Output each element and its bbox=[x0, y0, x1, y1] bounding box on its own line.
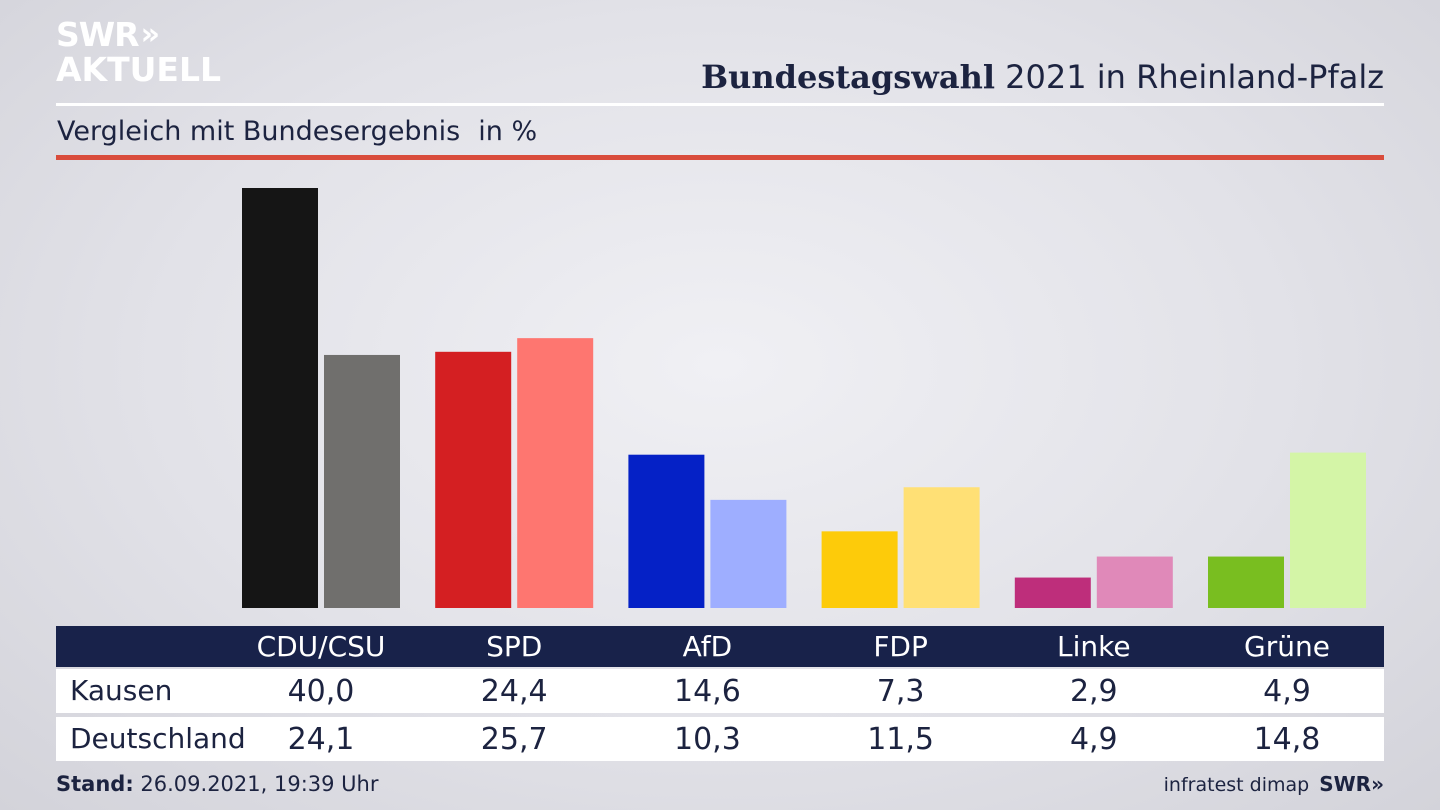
swr-aktuell-logo: SWR» AKTUELL bbox=[56, 18, 221, 86]
bar-spd-deutschland bbox=[517, 338, 594, 608]
bar-fdp-kausen bbox=[821, 531, 898, 608]
value-kausen-gr-ne: 4,9 bbox=[1263, 674, 1311, 709]
category-label-fdp: FDP bbox=[873, 630, 928, 663]
title-rest: 2021 in Rheinland-Pfalz bbox=[995, 58, 1384, 96]
bar-linke-kausen bbox=[1014, 577, 1091, 608]
table-header: CDU/CSU SPD AfD FDP Linke Grüne bbox=[56, 626, 1384, 667]
subtitle-text: Vergleich mit Bundesergebnis bbox=[57, 116, 461, 147]
bar-cdu-csu-kausen bbox=[242, 188, 318, 608]
bar-afd-deutschland bbox=[710, 499, 787, 608]
row-label-deutschland: Deutschland bbox=[70, 722, 246, 755]
value-kausen-fdp: 7,3 bbox=[876, 674, 925, 709]
value-deutschland-spd: 25,7 bbox=[480, 722, 548, 757]
table-row-deutschland: Deutschland 24,1 25,7 10,3 11,5 4,9 14,8 bbox=[56, 717, 1384, 761]
row-label-kausen: Kausen bbox=[70, 674, 173, 707]
category-label-afd: AfD bbox=[682, 630, 733, 663]
value-deutschland-cdu-csu: 24,1 bbox=[287, 722, 355, 757]
value-kausen-cdu-csu: 40,0 bbox=[287, 674, 355, 709]
title-bold: Bundestagswahl bbox=[701, 58, 995, 96]
bar-gr-ne-kausen bbox=[1208, 556, 1284, 608]
stand-value: 26.09.2021, 19:39 Uhr bbox=[133, 772, 379, 796]
value-deutschland-gr-ne: 14,8 bbox=[1253, 722, 1321, 757]
accent-rule bbox=[56, 155, 1384, 160]
table-row-kausen: Kausen 40,0 24,4 14,6 7,3 2,9 4,9 bbox=[56, 669, 1384, 713]
bar-spd-kausen bbox=[435, 351, 512, 608]
bar-cdu-csu-deutschland bbox=[324, 354, 400, 608]
logo-line2: AKTUELL bbox=[56, 50, 222, 89]
value-kausen-linke: 2,9 bbox=[1069, 674, 1118, 709]
value-deutschland-linke: 4,9 bbox=[1069, 722, 1118, 757]
value-deutschland-afd: 10,3 bbox=[673, 722, 741, 757]
logo-line1: SWR bbox=[56, 15, 140, 54]
subtitle-unit: in % bbox=[478, 116, 538, 147]
bar-afd-kausen bbox=[628, 454, 705, 608]
bar-gr-ne-deutschland bbox=[1290, 452, 1366, 608]
page-title: Bundestagswahl 2021 in Rheinland-Pfalz bbox=[701, 58, 1384, 96]
title-divider bbox=[56, 103, 1384, 106]
chart-subtitle: Vergleich mit Bundesergebnis in % bbox=[57, 116, 537, 147]
bar-fdp-deutschland bbox=[903, 487, 980, 608]
value-deutschland-fdp: 11,5 bbox=[867, 722, 934, 757]
value-kausen-spd: 24,4 bbox=[480, 674, 548, 709]
category-label-spd: SPD bbox=[486, 630, 543, 663]
source-text: infratest dimap bbox=[1163, 774, 1310, 796]
stand-label: Stand: bbox=[56, 772, 134, 796]
category-label-cdu-csu: CDU/CSU bbox=[256, 630, 386, 663]
category-label-linke: Linke bbox=[1057, 630, 1131, 663]
category-label-gr-ne: Grüne bbox=[1244, 630, 1330, 663]
timestamp: Stand: 26.09.2021, 19:39 Uhr bbox=[56, 772, 379, 796]
footer-swr-logo: SWR» bbox=[1319, 772, 1384, 796]
source-credit: infratest dimap SWR» bbox=[1164, 772, 1384, 796]
value-kausen-afd: 14,6 bbox=[673, 674, 741, 709]
bar-linke-deutschland bbox=[1096, 556, 1173, 608]
